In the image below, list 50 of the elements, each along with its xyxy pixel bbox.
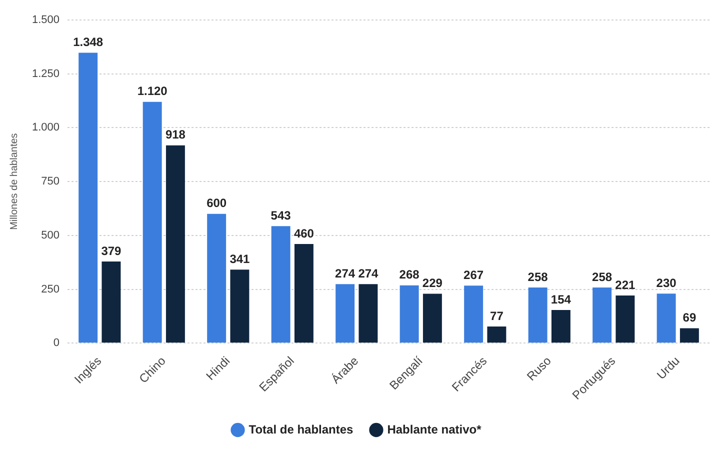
data-label: 258 — [528, 270, 548, 284]
bar — [680, 328, 699, 343]
data-label: 918 — [165, 128, 186, 142]
data-label: 274 — [358, 266, 379, 280]
data-label: 1.348 — [73, 35, 104, 50]
data-label: 379 — [101, 244, 122, 258]
y-tick-label: 750 — [41, 176, 60, 188]
data-label: 77 — [490, 308, 504, 323]
data-label: 221 — [615, 278, 636, 292]
data-label: 69 — [682, 310, 696, 325]
bar — [336, 284, 355, 343]
y-tick-label: 250 — [41, 283, 60, 296]
bar — [400, 285, 419, 343]
data-label: 274 — [335, 266, 356, 280]
legend-label: Hablante nativo* — [387, 422, 482, 436]
y-axis-title: Millones de hablantes — [8, 133, 20, 230]
data-label: 341 — [230, 252, 250, 266]
y-tick-label: 1.000 — [32, 122, 60, 134]
bar — [464, 286, 484, 343]
y-tick-label: 1.500 — [32, 14, 60, 26]
bar — [78, 52, 98, 343]
bar — [616, 296, 635, 343]
data-label: 543 — [270, 208, 292, 222]
data-label: 600 — [206, 196, 227, 210]
bar — [207, 214, 226, 343]
bar — [551, 310, 570, 343]
data-label: 1.120 — [137, 84, 168, 98]
y-tick-label: 0 — [53, 337, 60, 350]
bar — [271, 226, 290, 343]
bar — [102, 261, 121, 343]
bar — [294, 244, 314, 343]
data-label: 154 — [550, 292, 572, 306]
data-label: 460 — [294, 226, 314, 240]
data-label: 229 — [422, 276, 443, 290]
bar — [422, 294, 442, 343]
y-tick-label: 1.250 — [32, 68, 60, 80]
data-label: 267 — [464, 268, 484, 282]
bar — [358, 284, 378, 343]
bar — [230, 270, 250, 343]
bar — [592, 288, 612, 343]
data-label: 258 — [592, 270, 612, 284]
bar — [528, 288, 548, 343]
data-label: 268 — [399, 268, 420, 282]
bar — [142, 102, 162, 343]
legend-label: Total de hablantes — [248, 422, 354, 436]
y-tick-label: 500 — [41, 229, 60, 242]
bar — [166, 145, 185, 343]
bar — [487, 326, 506, 343]
data-label: 230 — [656, 276, 677, 290]
bar — [656, 294, 676, 343]
